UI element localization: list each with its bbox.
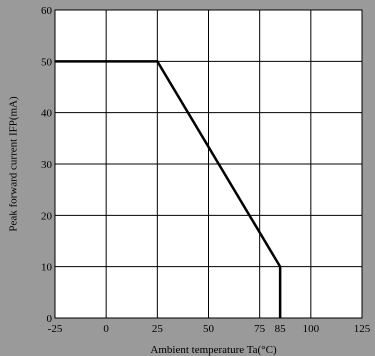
y-tick-label: 60 — [41, 5, 53, 17]
y-tick-label: 0 — [47, 313, 53, 325]
y-tick-label: 20 — [41, 210, 53, 222]
y-tick-label: 10 — [41, 262, 53, 274]
x-tick-label: 0 — [103, 323, 109, 335]
series-layer — [55, 60, 282, 318]
x-tick-labels: -25 0 25 50 75 100 125 85 — [48, 323, 371, 335]
y-axis-title: Peak forward current IFP(mA) — [8, 96, 20, 232]
x-tick-label: 25 — [152, 323, 164, 335]
y-tick-label: 40 — [41, 108, 53, 120]
x-tick-label: 50 — [203, 323, 215, 335]
x-tick-label: 75 — [254, 323, 266, 335]
y-tick-label: 50 — [41, 56, 53, 68]
y-tick-label: 30 — [41, 159, 53, 171]
y-tick-labels: 0 10 20 30 40 50 60 — [41, 5, 53, 325]
x-axis-title: Ambient temperature Ta(°C) — [150, 344, 277, 356]
grid-lines — [55, 10, 362, 318]
x-tick-label: 100 — [303, 323, 320, 335]
series-line — [55, 60, 282, 318]
plot-frame — [54, 9, 363, 319]
x-tick-label: -25 — [48, 323, 63, 335]
x-tick-label: 125 — [354, 323, 371, 335]
x-tick-label: 85 — [275, 323, 287, 335]
